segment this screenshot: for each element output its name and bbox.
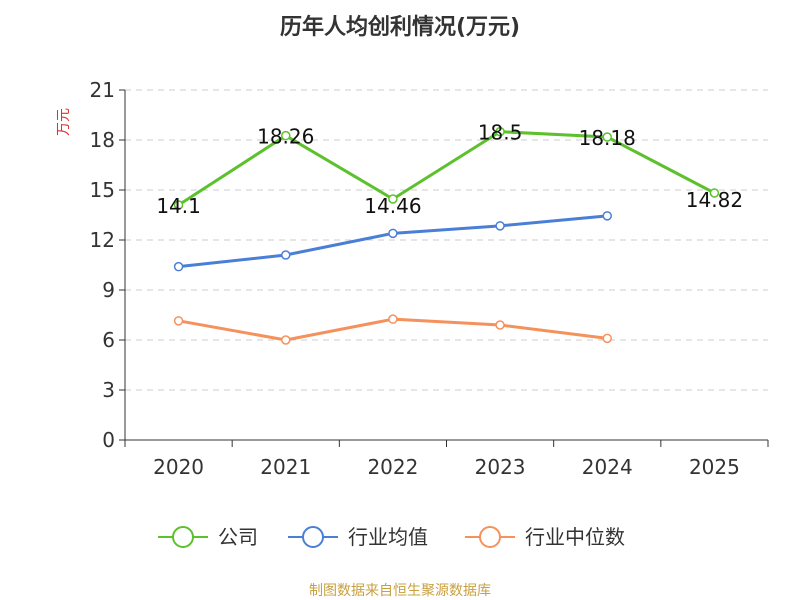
data-point[interactable] [602,333,612,344]
y-tick-label: 21 [90,78,115,102]
x-tick-label: 2023 [475,455,526,479]
x-tick-label: 2025 [689,455,740,479]
x-tick-label: 2021 [260,455,311,479]
y-tick-label: 6 [102,328,115,352]
data-labels: 14.1 18.26 14.46 18.5 18.18 14.82 [156,121,743,218]
data-label: 14.46 [364,194,421,218]
data-point[interactable] [281,335,291,345]
legend[interactable]: 公司 行业均值 行业中位数 [158,525,625,549]
x-tick-label: 2022 [367,455,418,479]
axes: 0 3 6 9 12 15 18 21 2020 2021 2022 2023 2024 2025 [90,78,769,479]
series-line [177,130,716,207]
y-tick-label: 0 [102,428,115,452]
data-point[interactable] [709,188,720,198]
legend-item-2[interactable]: 行业均值 [288,525,428,549]
legend-marker [479,526,501,548]
legend-item-3[interactable]: 行业中位数 [465,525,625,549]
data-point[interactable] [602,211,612,221]
data-point[interactable] [281,250,291,260]
data-point[interactable] [495,320,505,330]
y-tick-label: 12 [90,228,115,252]
grid-lines [125,89,768,391]
chart-title: 历年人均创利情况(万元) [280,14,520,40]
data-label: 14.1 [156,194,201,218]
data-point[interactable] [495,126,505,137]
source-note: 制图数据来自恒生聚源数据库 [309,583,491,599]
legend-label: 行业中位数 [525,525,625,549]
data-point[interactable] [388,194,398,204]
legend-item-1[interactable]: 公司 [158,525,258,549]
legend-label: 公司 [218,525,258,549]
series-3 [173,314,612,345]
y-tick-label: 18 [90,128,115,152]
y-tick-label: 3 [102,378,115,402]
data-point[interactable] [388,314,398,324]
data-point[interactable] [173,261,184,272]
legend-label: 行业均值 [348,525,428,549]
data-point[interactable] [173,316,184,326]
series-1 [173,126,720,210]
x-tick-label: 2024 [582,455,633,479]
data-point[interactable] [281,130,291,141]
legend-marker [302,526,324,548]
data-label: 18.26 [257,125,314,149]
y-axis-unit-label: 万元 [56,108,72,136]
series-lines [173,126,720,345]
legend-marker [172,526,194,548]
data-point[interactable] [495,221,505,231]
data-label: 14.82 [686,188,743,212]
data-point[interactable] [173,200,184,210]
series-line [178,214,608,269]
series-2 [173,211,612,272]
data-label: 18.18 [579,126,636,150]
x-tick-label: 2020 [153,455,204,479]
y-tick-label: 15 [90,178,115,202]
data-point[interactable] [602,132,612,142]
y-tick-label: 9 [102,278,115,302]
data-label: 18.5 [478,121,523,145]
data-point[interactable] [388,228,398,239]
